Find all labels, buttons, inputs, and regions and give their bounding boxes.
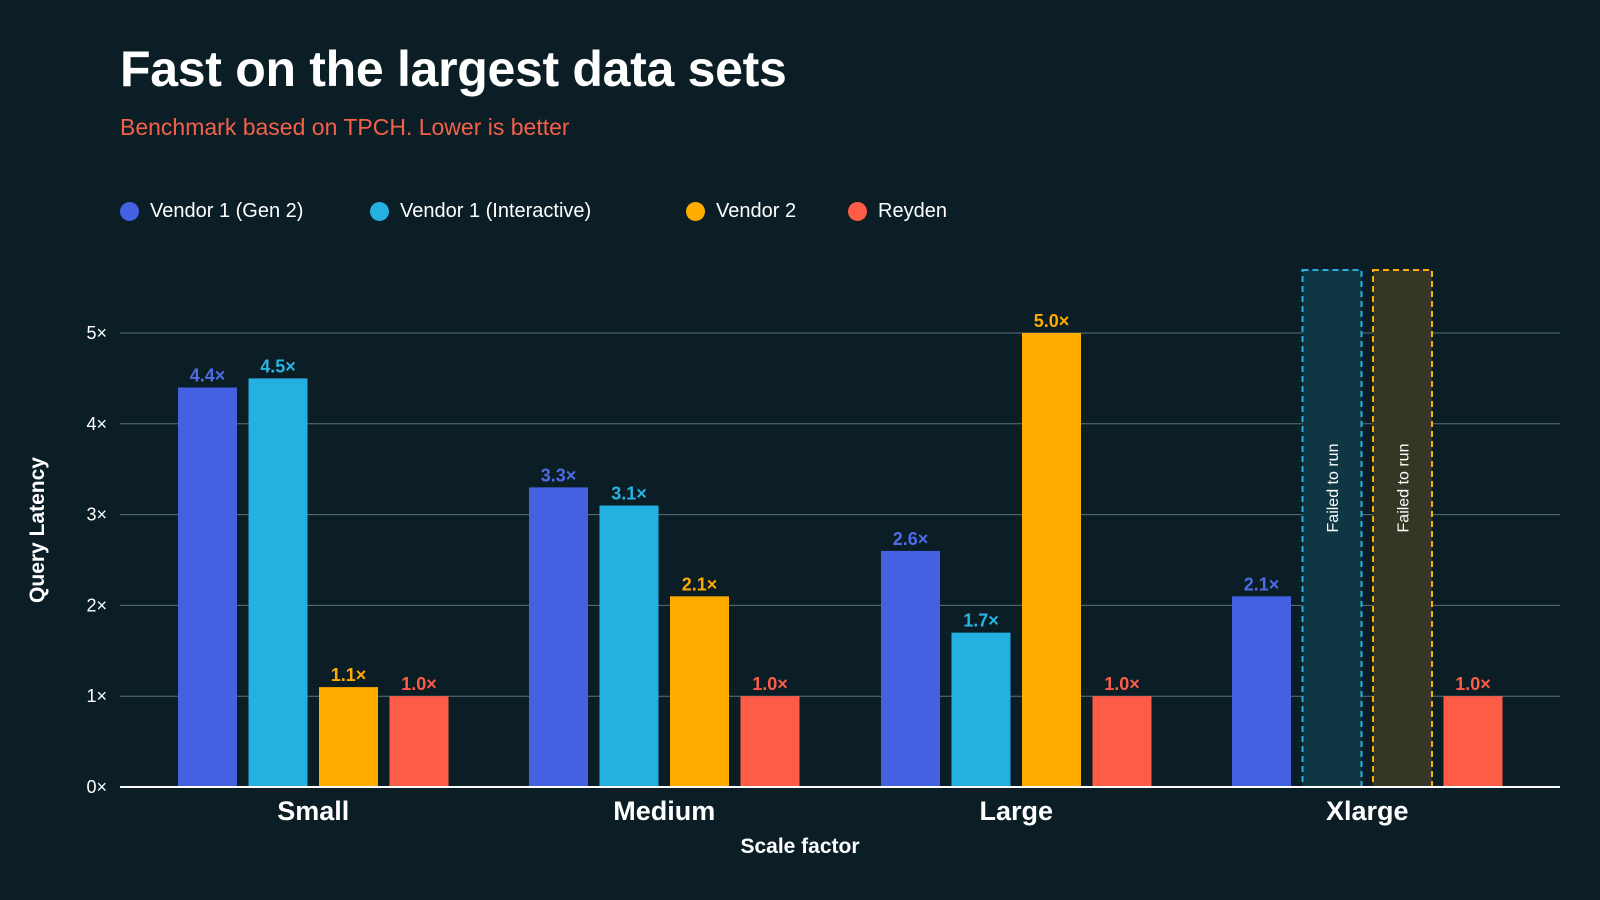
legend-label: Vendor 1 (Gen 2) xyxy=(150,200,304,222)
y-tick-label: 1× xyxy=(86,686,107,706)
bar xyxy=(1022,333,1081,787)
y-tick-label: 4× xyxy=(86,414,107,434)
x-axis-title: Scale factor xyxy=(740,835,859,858)
y-tick-label: 2× xyxy=(86,595,107,615)
y-axis-title: Query Latency xyxy=(26,457,49,603)
y-tick-label: 3× xyxy=(86,505,107,525)
bar xyxy=(670,596,729,787)
bar xyxy=(740,696,800,787)
y-tick-label: 5× xyxy=(86,323,107,343)
legend-swatch xyxy=(120,202,139,221)
x-tick-label: Large xyxy=(979,796,1053,826)
bar xyxy=(1232,596,1291,787)
bar-value-label: 1.1× xyxy=(331,665,367,685)
bar xyxy=(389,696,449,787)
chart-subtitle: Benchmark based on TPCH. Lower is better xyxy=(120,114,570,140)
failed-to-run-label: Failed to run xyxy=(1396,444,1413,533)
failed-bar-placeholder xyxy=(1372,269,1433,788)
bar xyxy=(599,505,659,787)
bar-value-label: 2.1× xyxy=(682,574,718,594)
bar-value-label: 1.0× xyxy=(1104,674,1140,694)
chart-title: Fast on the largest data sets xyxy=(120,41,787,97)
legend-item-vendor2: Vendor 2 xyxy=(686,200,796,223)
x-tick-label: Medium xyxy=(613,796,715,826)
legend-label: Reyden xyxy=(878,200,947,222)
legend-swatch xyxy=(686,202,705,221)
bar xyxy=(319,687,378,787)
failed-bar-placeholder xyxy=(1301,269,1363,788)
bar xyxy=(1443,696,1503,787)
bar-value-label: 1.0× xyxy=(752,674,788,694)
bar xyxy=(178,387,237,787)
legend-swatch xyxy=(370,202,389,221)
bar-value-label: 4.4× xyxy=(190,365,226,385)
bar-value-label: 2.6× xyxy=(893,529,929,549)
bar-value-label: 5.0× xyxy=(1034,311,1070,331)
legend-label: Vendor 2 xyxy=(716,200,797,222)
legend-item-vendor1-gen2: Vendor 1 (Gen 2) xyxy=(120,200,303,223)
bar xyxy=(1092,696,1152,787)
legend-swatch xyxy=(848,202,867,221)
bar-value-label: 1.7× xyxy=(963,611,999,631)
bar xyxy=(529,487,588,787)
legend-item-reyden: Reyden xyxy=(848,200,947,223)
bar-value-label: 2.1× xyxy=(1244,574,1280,594)
y-tick-label: 0× xyxy=(86,777,107,797)
x-tick-label: Small xyxy=(277,796,349,826)
bar-value-label: 4.5× xyxy=(260,356,296,376)
bar-value-label: 1.0× xyxy=(1455,674,1491,694)
bar-value-label: 3.1× xyxy=(611,484,647,504)
bar xyxy=(881,550,940,787)
bar-value-label: 3.3× xyxy=(541,465,577,485)
legend-label: Vendor 1 (Interactive) xyxy=(400,200,592,222)
bar xyxy=(951,632,1011,787)
x-tick-label: Xlarge xyxy=(1326,796,1409,826)
bar-value-label: 1.0× xyxy=(401,674,437,694)
legend-item-vendor1-interactive: Vendor 1 (Interactive) xyxy=(370,200,591,223)
legend: Vendor 1 (Gen 2) Vendor 1 (Interactive) … xyxy=(120,200,1320,226)
failed-to-run-label: Failed to run xyxy=(1325,444,1342,533)
bar xyxy=(248,378,308,787)
